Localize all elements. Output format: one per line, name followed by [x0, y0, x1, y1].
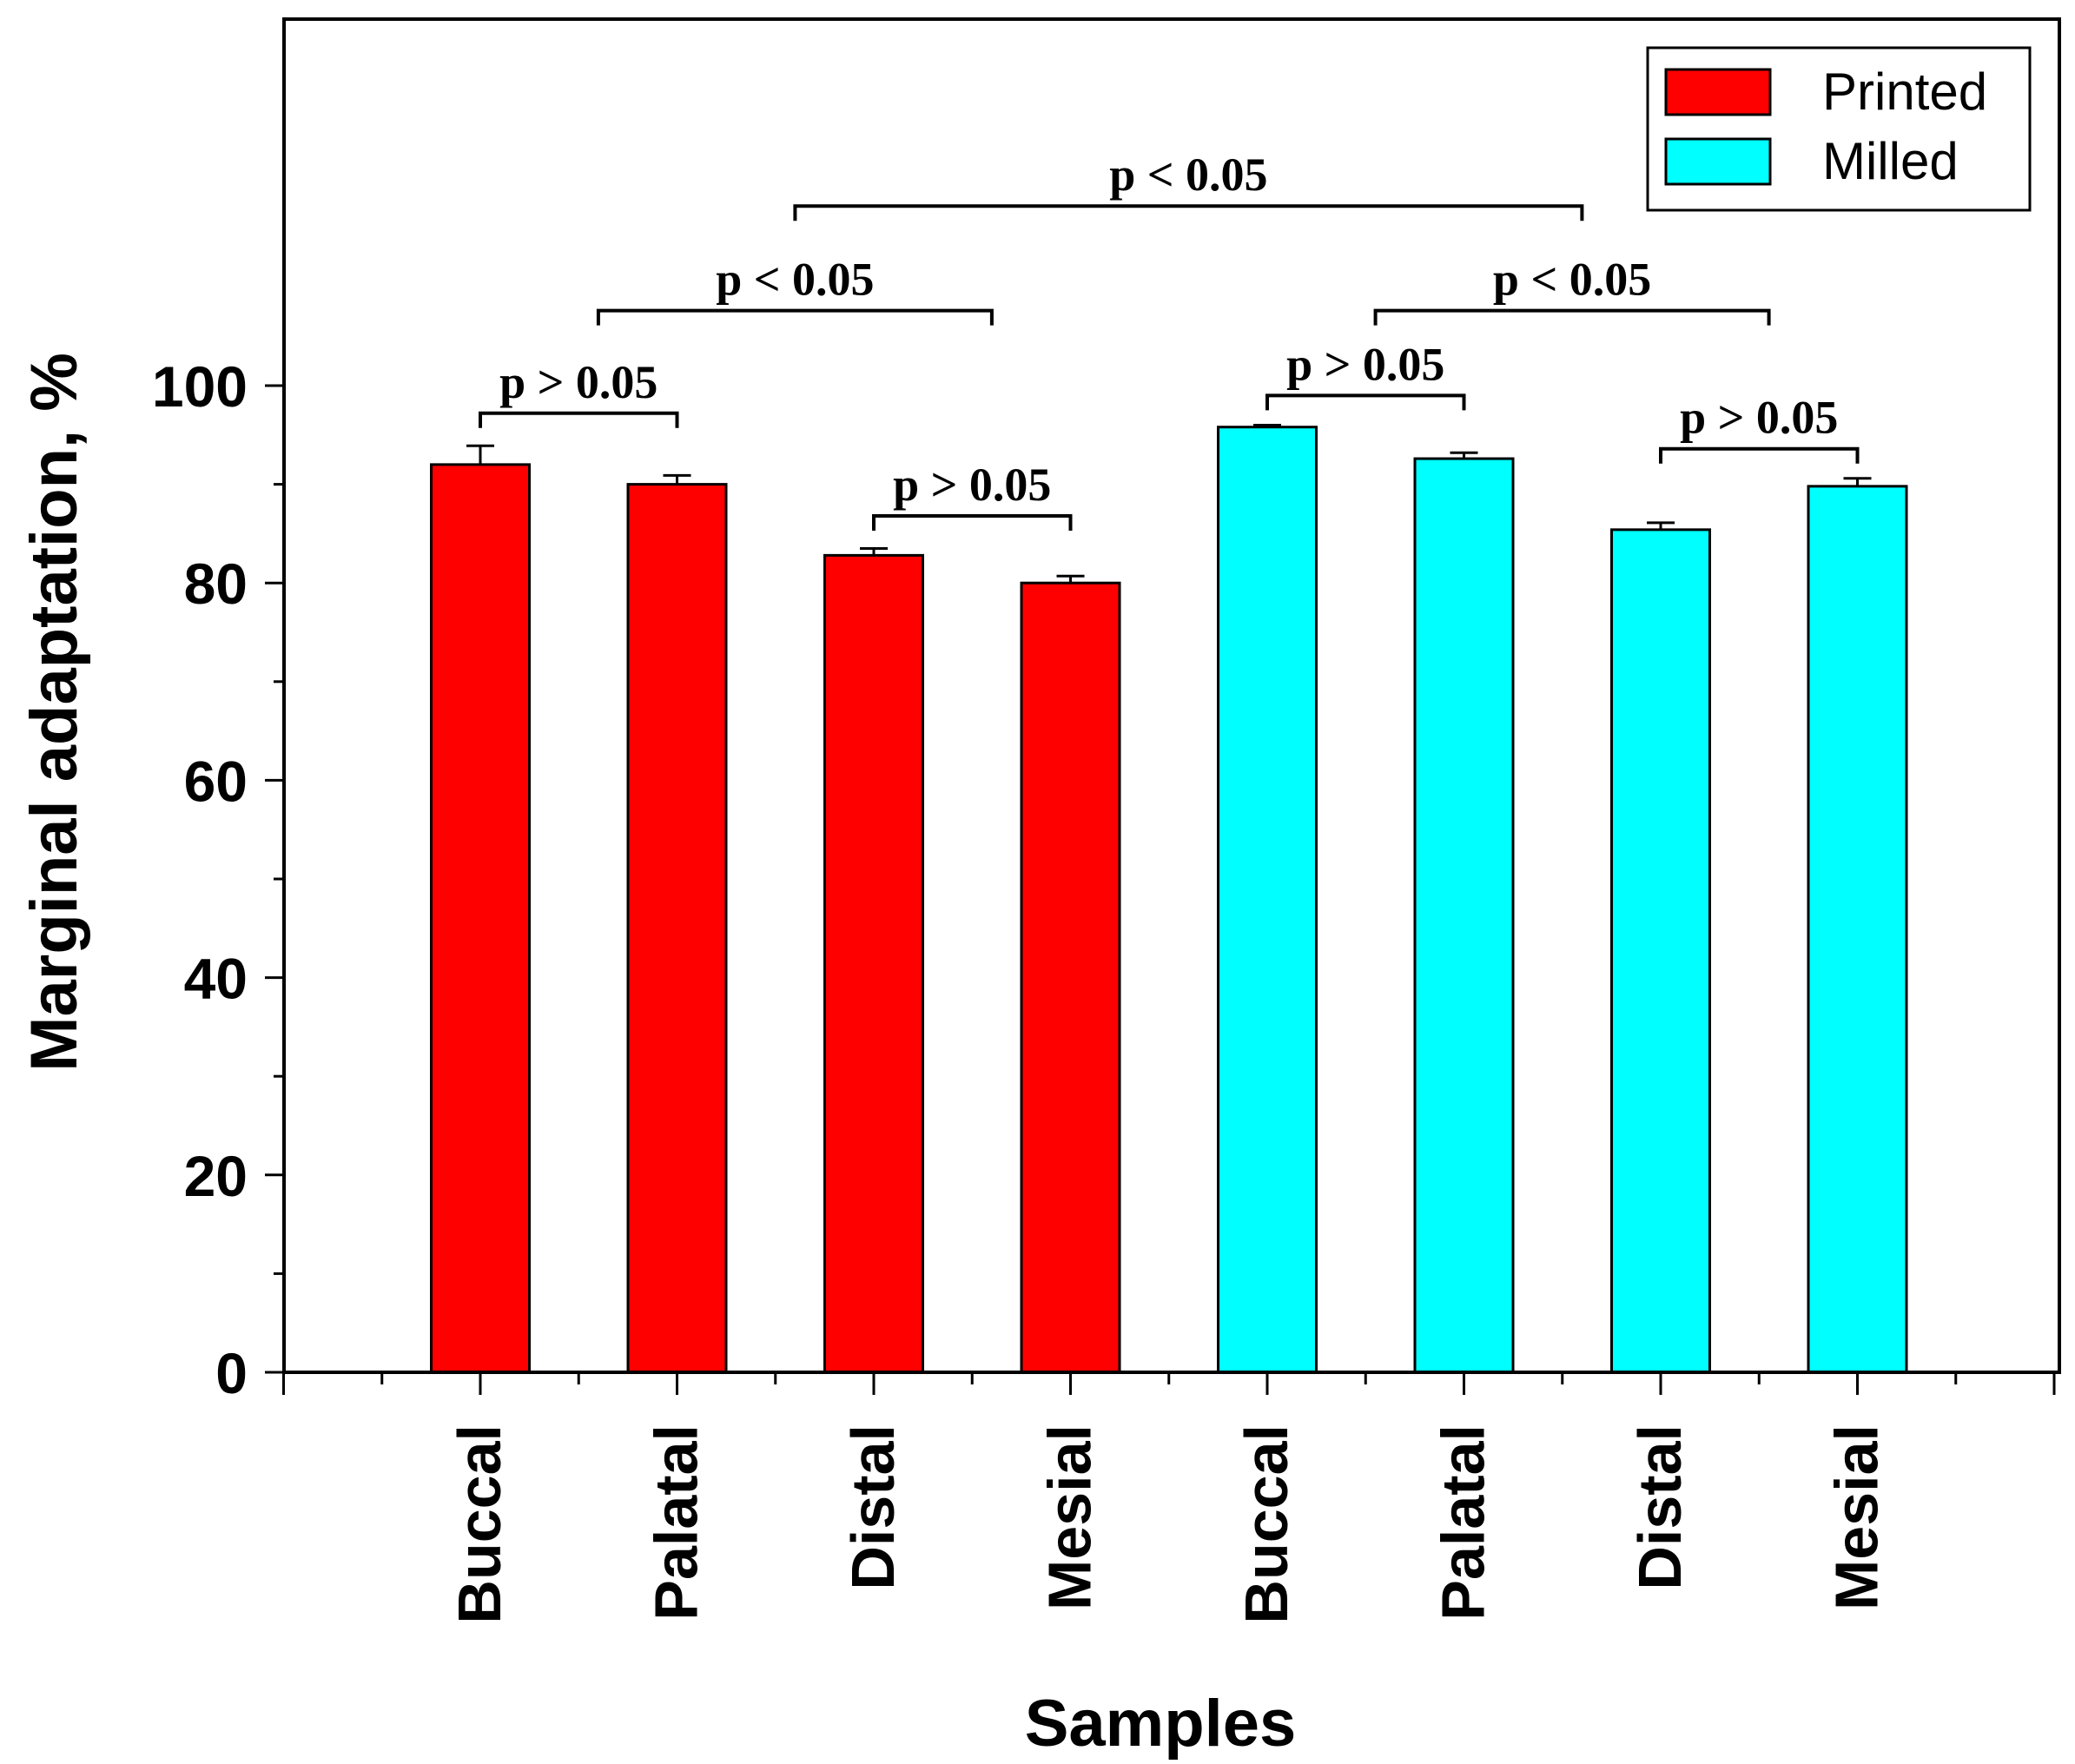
bar-printed-palatal: [626, 483, 728, 1374]
significance-annotations: p > 0.05 p > 0.05 p < 0.05 p < 0.05 p > 0.05…: [479, 149, 1860, 531]
significance-bracket-2: [872, 513, 1073, 531]
y-tick-label-20: 20: [184, 1144, 248, 1208]
x-tick-label-mesial-8: Mesial: [1823, 1424, 1891, 1610]
legend: Printed Milled: [1646, 46, 2032, 212]
legend-label-printed: Printed: [1822, 63, 1987, 121]
bars-layer: [430, 426, 1908, 1374]
significance-bracket-3: [596, 308, 994, 326]
y-tick-label-60: 60: [184, 749, 248, 813]
y-tick-label-0: 0: [215, 1341, 248, 1405]
bar-printed-mesial: [1020, 581, 1121, 1374]
legend-swatch-printed: [1664, 68, 1772, 116]
significance-bracket-7: [1659, 446, 1860, 464]
plot-frame: [282, 17, 2061, 1374]
x-tick-label-buccal-1: Buccal: [446, 1424, 513, 1624]
significance-bracket-5: [1265, 393, 1466, 411]
y-tick-labels: 0 20 40 60 80 100: [152, 354, 248, 1405]
significance-label-4: p < 0.05: [1109, 149, 1267, 201]
y-tick-label-40: 40: [184, 947, 248, 1011]
significance-bracket-4: [793, 204, 1584, 221]
significance-label-6: p < 0.05: [1493, 254, 1651, 306]
legend-label-milled: Milled: [1822, 132, 1959, 190]
x-axis-title: Samples: [1025, 1687, 1297, 1761]
error-bars-layer: [466, 423, 1872, 584]
axis-ticks: [265, 384, 2056, 1395]
significance-bracket-6: [1373, 308, 1771, 326]
bar-milled-buccal: [1217, 426, 1318, 1374]
bar-printed-buccal: [430, 463, 531, 1374]
legend-swatch-milled: [1664, 137, 1772, 186]
significance-bracket-1: [479, 411, 679, 428]
y-tick-label-80: 80: [184, 552, 248, 616]
significance-label-1: p > 0.05: [499, 356, 658, 408]
y-tick-label-100: 100: [152, 354, 248, 419]
y-axis-title: Marginal adaptation, %: [17, 353, 91, 1072]
x-tick-label-distal-3: Distal: [839, 1424, 907, 1590]
x-tick-label-distal-7: Distal: [1626, 1424, 1694, 1590]
x-tick-label-palatal-2: Palatal: [643, 1424, 710, 1621]
x-tick-label-palatal-6: Palatal: [1430, 1424, 1497, 1621]
x-tick-label-mesial-4: Mesial: [1036, 1424, 1104, 1610]
bar-milled-mesial: [1807, 485, 1908, 1374]
x-tick-labels: Buccal Palatal Distal Mesial Buccal Palatal Di…: [446, 1424, 1891, 1624]
significance-label-5: p > 0.05: [1286, 338, 1444, 390]
bar-milled-distal: [1610, 528, 1711, 1374]
significance-label-7: p > 0.05: [1680, 392, 1838, 444]
x-tick-label-buccal-5: Buccal: [1232, 1424, 1300, 1624]
significance-label-2: p > 0.05: [893, 459, 1051, 511]
significance-label-3: p < 0.05: [716, 254, 874, 306]
bar-printed-distal: [823, 553, 924, 1374]
bar-milled-palatal: [1413, 457, 1515, 1374]
